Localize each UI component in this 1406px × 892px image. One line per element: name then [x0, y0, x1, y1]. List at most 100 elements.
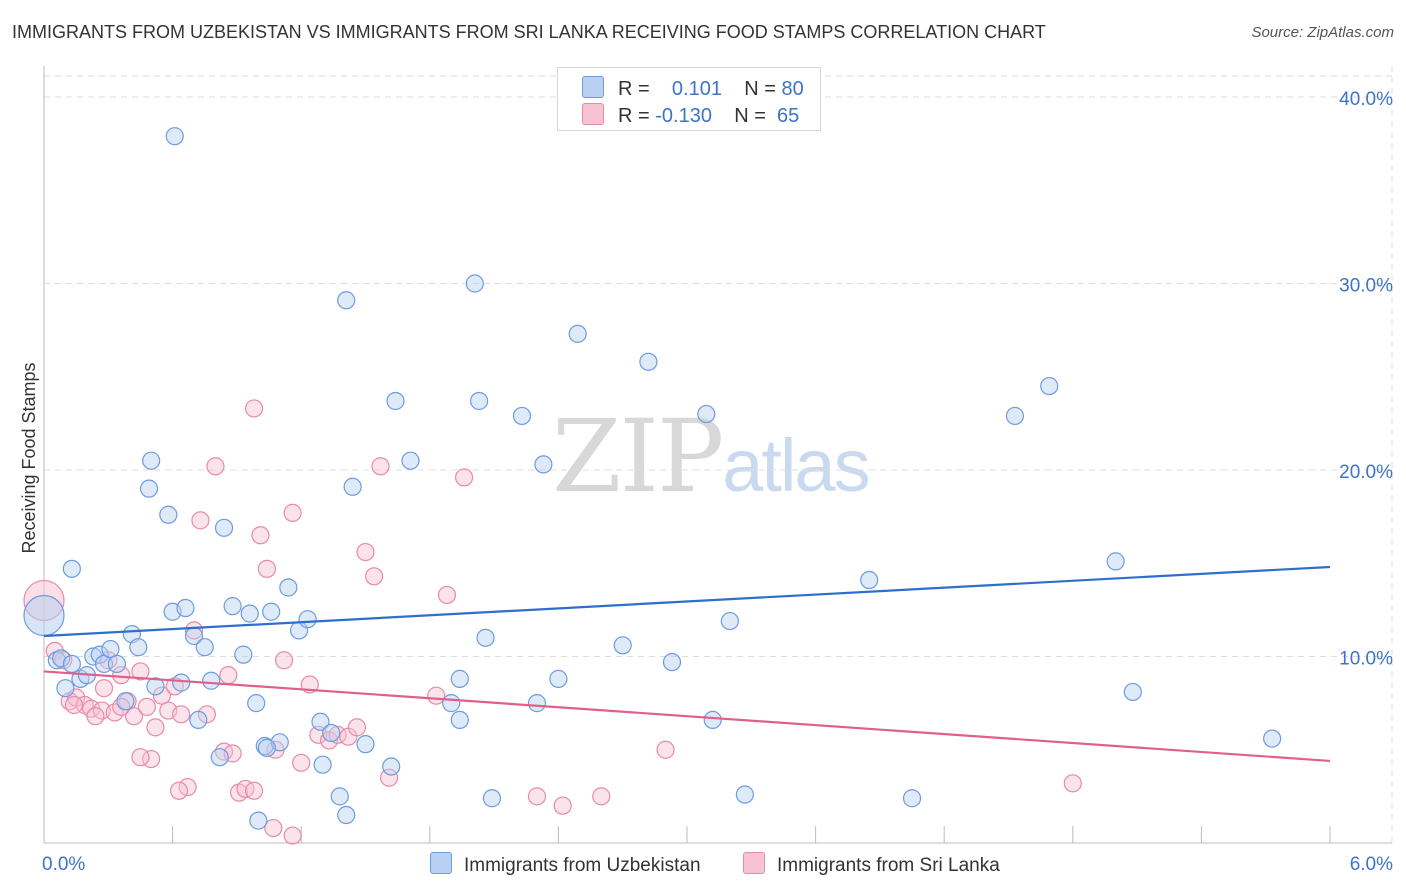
uzbekistan-point: [401, 451, 420, 470]
uzbekistan-point: [902, 789, 922, 808]
srilanka-point: [64, 695, 84, 715]
uzbekistan-point: [165, 127, 184, 146]
legend-row-srilanka: R = -0.130 N = 65: [582, 103, 799, 127]
uzbekistan-point: [697, 404, 716, 424]
uzbekistan-point: [337, 291, 356, 310]
uzbekistan-point: [313, 755, 332, 774]
srilanka-point: [427, 686, 446, 705]
srilanka-point: [292, 753, 311, 772]
uzbekistan-point: [279, 578, 298, 597]
legend-r-value: 0.101: [671, 78, 722, 100]
uzbekistan-point: [450, 669, 469, 688]
uzbekistan-point: [568, 324, 587, 343]
uzbekistan-point: [234, 645, 253, 664]
watermark-atlas: atlas: [722, 424, 870, 507]
uzbekistan-point: [176, 598, 195, 618]
uzbekistan-point: [1005, 406, 1025, 426]
uzbekistan-point: [172, 673, 191, 692]
bottom-legend-label: Immigrants from Uzbekistan: [464, 855, 701, 876]
srilanka-point: [206, 457, 225, 476]
uzbekistan-point: [210, 748, 229, 767]
uzbekistan-point: [52, 649, 71, 668]
uzbekistan-point: [703, 710, 722, 730]
uzbekistan-point: [482, 789, 502, 808]
srilanka-point: [553, 796, 572, 815]
srilanka-point: [283, 503, 302, 522]
uzbekistan-point: [249, 811, 268, 830]
uzbekistan-point: [469, 391, 489, 411]
axis-labels: 10.0% 20.0% 30.0% 40.0% 0.0% 6.0% Receiving Fo…: [19, 89, 1393, 875]
srilanka-point: [86, 707, 105, 726]
y-tick-label: 20.0%: [1339, 462, 1393, 483]
uzbekistan-point: [116, 692, 135, 711]
srilanka-point: [94, 679, 114, 698]
uzbekistan-point: [129, 638, 148, 657]
srilanka-point: [146, 718, 165, 737]
uzbekistan-point: [90, 645, 109, 664]
uzbekistan-point: [613, 636, 632, 655]
srilanka-point: [169, 781, 189, 800]
uzbekistan-point: [1123, 682, 1142, 702]
srilanka-point: [274, 651, 294, 670]
uzbekistan-point: [639, 352, 658, 371]
srilanka-point: [131, 662, 150, 681]
uzbekistan-point: [512, 406, 532, 426]
x-tick-label: 6.0%: [1350, 854, 1393, 875]
correlation-legend: R = 0.101 N = 80 R = -0.130 N = 65: [557, 67, 821, 131]
uzbekistan-point: [343, 477, 362, 496]
srilanka-point: [264, 818, 283, 838]
uzbekistan-point: [257, 738, 277, 757]
srilanka-point: [356, 542, 375, 562]
uzbekistan-point: [262, 602, 281, 621]
uzbekistan-point: [662, 652, 682, 672]
srilanka-point: [592, 787, 611, 806]
uzbekistan-point: [322, 723, 341, 743]
uzbekistan-point: [549, 669, 568, 688]
uzbekistan-point: [107, 654, 126, 674]
uzbekistan-point: [1263, 729, 1282, 748]
uzbekistan-point: [476, 628, 495, 647]
watermark: ZIPatlas: [552, 398, 871, 515]
uzbekistan-point: [189, 710, 208, 730]
chart-title: IMMIGRANTS FROM UZBEKISTAN VS IMMIGRANTS…: [12, 22, 1046, 42]
srilanka-point: [437, 585, 457, 605]
srilanka-trend-line: [43, 670, 1331, 763]
uzbekistan-point: [159, 505, 178, 524]
srilanka-point: [371, 457, 390, 476]
srilanka-point: [283, 826, 302, 845]
uzbekistan-point: [720, 611, 739, 631]
uzbekistan-swatch: [582, 76, 604, 98]
srilanka-swatch: [743, 852, 765, 874]
uzbekistan-point: [56, 679, 75, 698]
srilanka-point: [251, 526, 270, 545]
srilanka-point: [379, 768, 399, 787]
srilanka-point: [244, 399, 264, 418]
uzbekistan-point: [84, 647, 103, 666]
srilanka-point: [656, 740, 675, 759]
srilanka-point: [124, 707, 144, 726]
y-tick-label: 10.0%: [1339, 649, 1393, 670]
uzbekistan-trend-line: [43, 565, 1331, 638]
uzbekistan-point: [860, 570, 879, 590]
bottom-legend-uzbekistan: Immigrants from Uzbekistan: [430, 852, 701, 877]
srilanka-point: [131, 748, 150, 767]
y-tick-label: 40.0%: [1339, 89, 1393, 110]
srilanka-point: [364, 567, 384, 586]
srilanka-points: [23, 399, 1082, 845]
uzbekistan-point: [298, 610, 317, 629]
srilanka-swatch: [582, 103, 604, 125]
srilanka-point: [257, 559, 277, 578]
uzbekistan-point: [534, 455, 553, 474]
uzbekistan-point: [450, 710, 469, 730]
bottom-legend-srilanka: Immigrants from Sri Lanka: [743, 852, 1000, 877]
srilanka-point: [454, 468, 474, 487]
srilanka-point: [527, 787, 547, 806]
watermark-zip: ZIP: [552, 398, 724, 515]
legend-n-label: N =: [734, 105, 766, 127]
legend-row-uzbekistan: R = 0.101 N = 80: [582, 76, 804, 100]
uzbekistan-point: [311, 712, 330, 731]
uzbekistan-point: [214, 518, 234, 537]
uzbekistan-point: [1040, 376, 1059, 396]
x-tick-label: 0.0%: [42, 854, 85, 875]
chart-source: Source: ZipAtlas.com: [1251, 24, 1394, 41]
